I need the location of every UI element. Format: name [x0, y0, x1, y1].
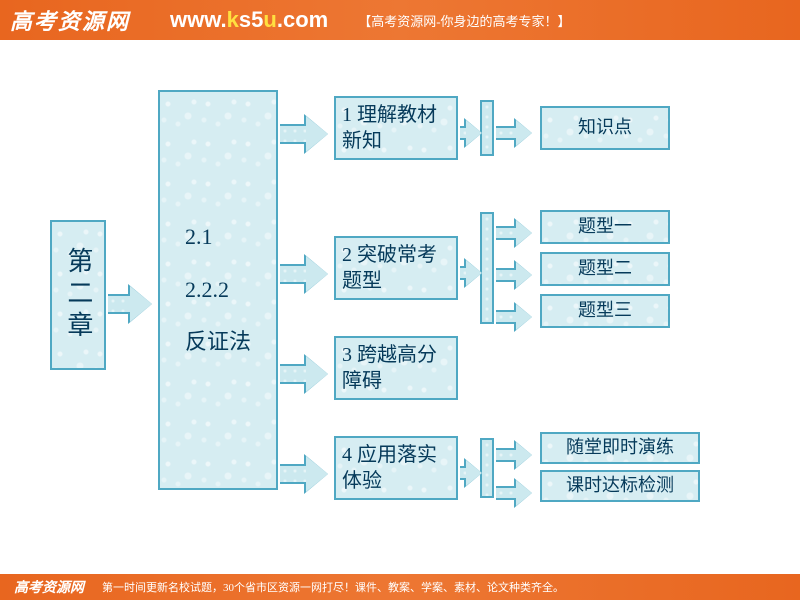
level4-label-1-0: 题型一 — [578, 215, 632, 238]
arrow-icon — [460, 460, 482, 486]
level2-line-1: 2.2.2 — [185, 264, 251, 317]
header-bar: 高考资源网 www.ks5u.com 【高考资源网-你身边的高考专家！】 — [0, 0, 800, 40]
level3-box-3: 3 跨越高分障碍 — [334, 336, 458, 400]
level4-label-2-1: 课时达标检测 — [566, 474, 674, 497]
level4-label-1-1: 题型二 — [578, 257, 632, 280]
level2-line-2: 反证法 — [185, 316, 251, 369]
level3-label-1: 1 理解教材新知 — [336, 102, 456, 154]
level3-box-2: 2 突破常考题型 — [334, 236, 458, 300]
level4-label-1-2: 题型三 — [578, 299, 632, 322]
url-u: u — [263, 7, 276, 32]
arrow-icon — [496, 220, 532, 246]
level4-box-1-1: 题型二 — [540, 252, 670, 286]
level4-box-2-1: 课时达标检测 — [540, 470, 700, 502]
level4-label-2-0: 随堂即时演练 — [566, 436, 674, 459]
connector-bar — [480, 438, 494, 498]
level3-box-1: 1 理解教材新知 — [334, 96, 458, 160]
level1-label: 第二章 — [61, 247, 95, 343]
arrow-icon — [280, 116, 328, 152]
arrow-icon — [108, 286, 152, 322]
arrow-icon — [280, 356, 328, 392]
level3-label-3: 3 跨越高分障碍 — [336, 342, 456, 394]
arrow-icon — [280, 456, 328, 492]
level3-label-2: 2 突破常考题型 — [336, 242, 456, 294]
level4-box-1-2: 题型三 — [540, 294, 670, 328]
level4-box-2-0: 随堂即时演练 — [540, 432, 700, 464]
level4-box-1-0: 题型一 — [540, 210, 670, 244]
arrow-icon — [460, 120, 482, 146]
site-tagline: 【高考资源网-你身边的高考专家！】 — [358, 11, 570, 30]
url-com: .com — [277, 7, 328, 32]
footer-text: 第一时间更新名校试题，30个省市区资源一网打尽！课件、教案、学案、素材、论文种类… — [102, 579, 564, 595]
url-www: www. — [170, 7, 227, 32]
arrow-icon — [460, 260, 482, 286]
arrow-icon — [496, 442, 532, 468]
level2-content: 2.12.2.2反证法 — [175, 201, 261, 379]
level2-line-0: 2.1 — [185, 211, 251, 264]
level3-box-4: 4 应用落实体验 — [334, 436, 458, 500]
level2-box: 2.12.2.2反证法 — [158, 90, 278, 490]
url-k: k — [227, 7, 239, 32]
arrow-icon — [496, 120, 532, 146]
arrow-icon — [496, 480, 532, 506]
level3-label-4: 4 应用落实体验 — [336, 442, 456, 494]
site-url: www.ks5u.com — [170, 7, 328, 33]
connector-bar — [480, 100, 494, 156]
url-5: 5 — [251, 7, 263, 32]
arrow-icon — [496, 262, 532, 288]
connector-bar — [480, 212, 494, 324]
site-name: 高考资源网 — [10, 4, 130, 36]
level4-label-0-0: 知识点 — [578, 116, 632, 139]
diagram-canvas: 第二章 2.12.2.2反证法 1 理解教材新知 2 突破常考题型 3 跨越高分障碍 4 … — [0, 40, 800, 574]
arrow-icon — [496, 304, 532, 330]
url-s: s — [239, 7, 251, 32]
footer-bar: 高考资源网 第一时间更新名校试题，30个省市区资源一网打尽！课件、教案、学案、素… — [0, 574, 800, 600]
footer-site-name: 高考资源网 — [14, 577, 84, 597]
arrow-icon — [280, 256, 328, 292]
level4-box-0-0: 知识点 — [540, 106, 670, 150]
level1-box: 第二章 — [50, 220, 106, 370]
